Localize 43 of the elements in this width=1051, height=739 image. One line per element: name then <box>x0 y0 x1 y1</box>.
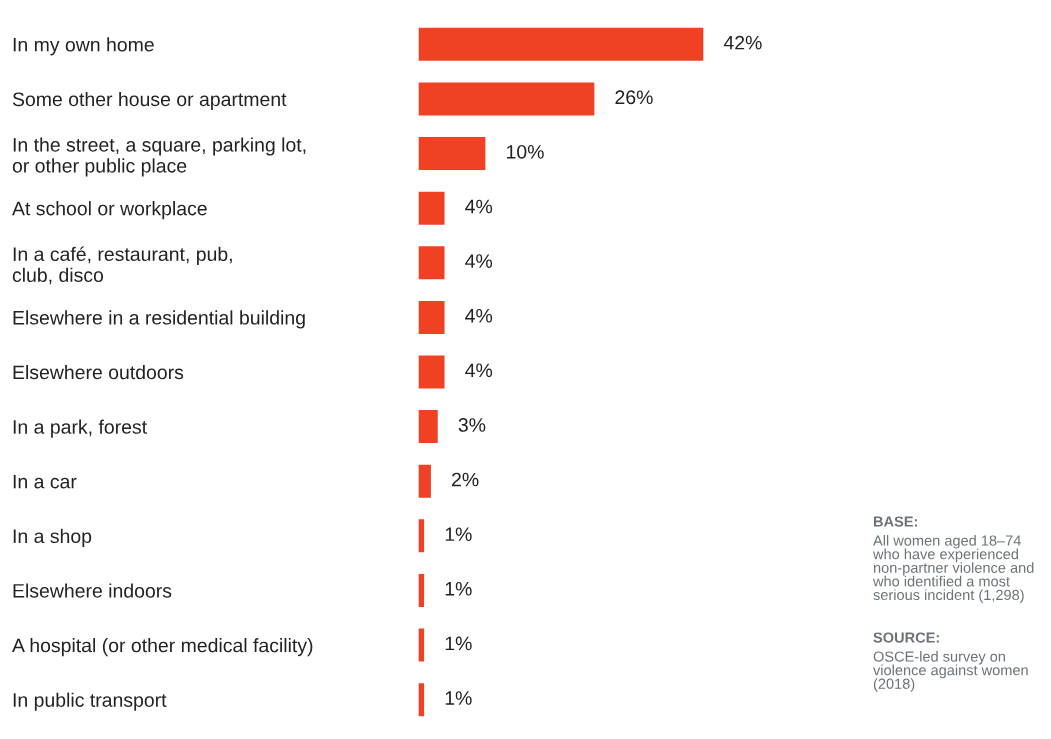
data-label: 26% <box>615 90 653 105</box>
y-tick-label: In public transport <box>13 692 167 711</box>
bar <box>418 81 596 117</box>
data-label: 1% <box>445 582 472 596</box>
bar <box>418 190 446 227</box>
data-label: 4% <box>465 199 493 214</box>
data-label: 4% <box>465 254 493 268</box>
y-tick-label: Elsewhere in a residential building <box>13 310 305 329</box>
y-tick-label: In a café, restaurant, pub, club, disco <box>12 246 232 285</box>
bar <box>418 244 446 281</box>
y-tick-label: At school or workplace <box>12 201 207 220</box>
data-label: 1% <box>445 691 472 705</box>
y-tick-label: Elsewhere indoors <box>13 583 172 598</box>
bar <box>418 517 426 554</box>
text: OSCE-led survey on violence against women (2018) <box>873 651 1028 692</box>
bar <box>418 135 487 172</box>
y-tick-label: In a shop <box>13 528 92 547</box>
text: BASE: <box>873 516 917 527</box>
data-label: 2% <box>452 472 479 487</box>
bar <box>418 463 433 500</box>
data-label: 3% <box>458 418 486 432</box>
y-tick-label: In the street, a square, parking lot, or other public place <box>12 137 306 177</box>
source-note: SOURCE: <box>873 632 939 643</box>
y-tick-label: In my own home <box>13 37 154 56</box>
data-label: 4% <box>465 308 493 323</box>
y-tick-label: Some other house or apartment <box>12 91 287 110</box>
bar <box>418 354 446 390</box>
bar <box>418 627 426 663</box>
y-tick-label: A hospital (or other medical facility) <box>12 638 313 657</box>
text: All women aged 18–74 who have experienced non-partner violence and who identified a most serious incident (1,298) <box>872 535 1034 603</box>
bar <box>418 572 426 609</box>
bar <box>418 26 704 63</box>
data-label: 10% <box>507 144 544 159</box>
data-label: 1% <box>445 527 472 541</box>
bar <box>418 681 426 718</box>
bar <box>418 299 446 336</box>
y-tick-label: In a car <box>13 474 77 489</box>
data-label: 42% <box>723 35 762 50</box>
data-label: 4% <box>465 363 493 378</box>
y-tick-label: Elsewhere outdoors <box>13 364 184 380</box>
y-tick-label: In a park, forest <box>13 419 147 438</box>
data-label: 1% <box>445 636 472 651</box>
bar <box>418 408 440 445</box>
